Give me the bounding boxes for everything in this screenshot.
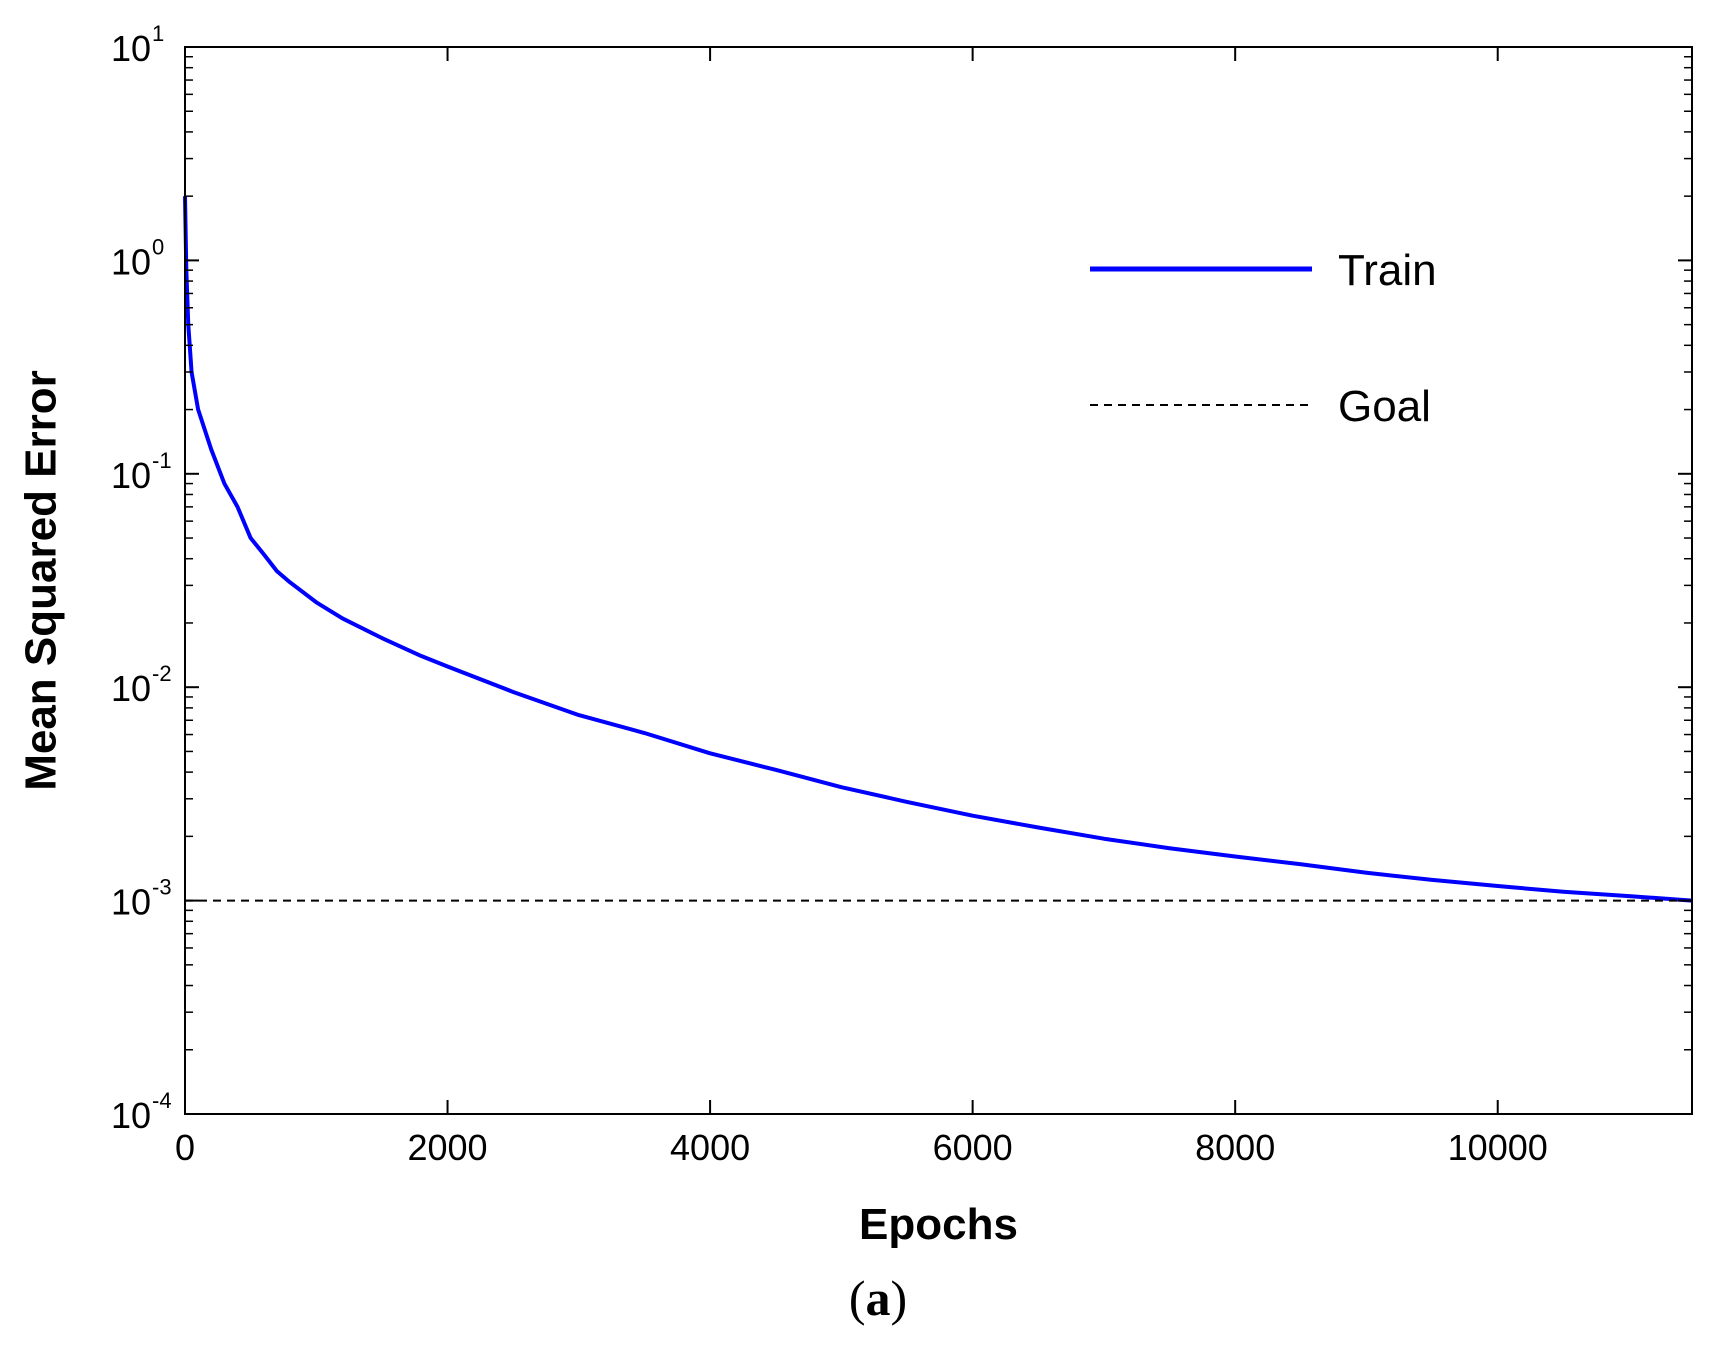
y-tick-label: 10 0 (111, 234, 164, 282)
x-tick-label: 4000 (670, 1127, 750, 1168)
x-axis-title: Epochs (859, 1200, 1018, 1249)
x-tick-label: 8000 (1195, 1127, 1275, 1168)
plot-frame (184, 46, 1693, 1115)
series-line-train (183, 196, 1693, 903)
y-tick-base: 10 (111, 668, 151, 709)
y-tick-base: 10 (111, 28, 151, 69)
x-tick-label: 10000 (1448, 1127, 1548, 1168)
panel-label-letter: a (866, 1270, 891, 1326)
y-axis-title: Mean Squared Error (17, 370, 66, 791)
legend-goal-label: Goal (1338, 382, 1431, 431)
y-tick-label: 10 -2 (111, 661, 172, 709)
axis-ticks (184, 46, 1692, 1115)
y-tick-base: 10 (111, 882, 151, 923)
panel-label-open: ( (849, 1270, 866, 1326)
y-tick-exponent: -2 (152, 661, 172, 686)
y-tick-base: 10 (111, 455, 151, 496)
y-tick-label: 10 1 (111, 21, 164, 69)
x-tick-labels: 0 2000 4000 6000 8000 10000 (175, 1127, 1548, 1168)
y-tick-base: 10 (111, 1095, 151, 1136)
y-tick-label: 10 -3 (111, 875, 172, 923)
y-tick-exponent: 0 (152, 234, 164, 259)
x-tick-label: 2000 (407, 1127, 487, 1168)
legend-train-label: Train (1338, 246, 1437, 295)
y-tick-label: 10 -1 (111, 448, 172, 496)
x-tick-label: 0 (175, 1127, 195, 1168)
y-tick-exponent: -3 (152, 875, 172, 900)
panel-label: (a) (849, 1270, 907, 1326)
y-tick-label: 10 -4 (111, 1088, 172, 1136)
y-tick-exponent: -1 (152, 448, 172, 473)
panel-label-close: ) (891, 1270, 908, 1326)
x-tick-label: 6000 (933, 1127, 1013, 1168)
y-tick-exponent: 1 (152, 21, 164, 46)
legend: Train Goal (1090, 246, 1437, 431)
y-tick-base: 10 (111, 241, 151, 282)
plot-lines (183, 196, 1693, 903)
y-tick-exponent: -4 (152, 1088, 172, 1113)
